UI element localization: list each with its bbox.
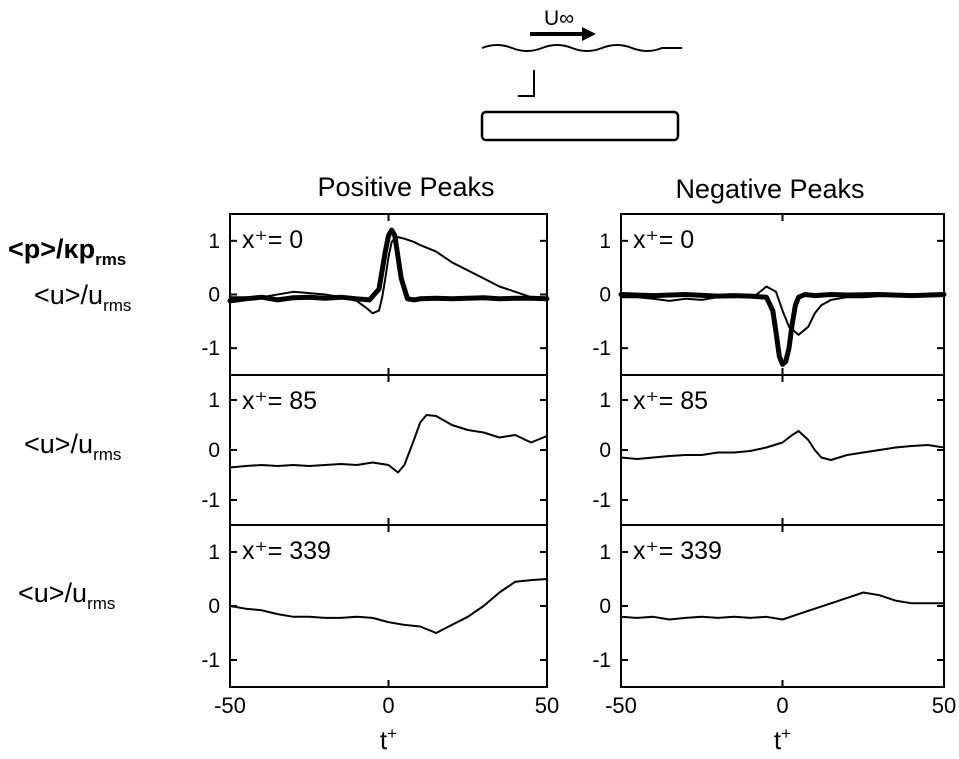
y-tick-label: -1 xyxy=(201,489,220,512)
probe-mark xyxy=(518,70,535,97)
panel-label: x⁺= 0 xyxy=(242,226,303,254)
panel-label: x⁺= 339 xyxy=(242,537,331,565)
ylabel-velocity-row1: <u>/urms xyxy=(24,429,121,464)
y-tick-label: 1 xyxy=(208,541,220,564)
y-tick-label: 1 xyxy=(599,541,611,564)
y-tick-label: 1 xyxy=(208,230,220,253)
series-line-thin xyxy=(229,414,548,474)
ylabel-velocity-row2: <u>/urms xyxy=(18,578,115,613)
panel-label: x⁺= 339 xyxy=(633,537,722,565)
x-tick-label: -50 xyxy=(214,693,246,718)
y-tick-label: 0 xyxy=(599,284,611,307)
y-tick-label: -1 xyxy=(592,337,611,360)
y-tick-label: 1 xyxy=(599,230,611,253)
y-tick-label: 0 xyxy=(208,284,220,307)
y-tick-label: 1 xyxy=(208,389,220,412)
series-line-thick xyxy=(618,292,947,367)
series-line-thick xyxy=(227,227,550,304)
y-tick-label: -1 xyxy=(201,649,220,672)
series-line-thin xyxy=(229,578,548,634)
flow-arrow-head xyxy=(582,27,596,41)
y-tick-label: 0 xyxy=(599,595,611,618)
y-tick-label: 0 xyxy=(599,439,611,462)
column-title-positive: Positive Peaks xyxy=(317,172,494,202)
y-tick-label: -1 xyxy=(201,337,220,360)
flow-label: U∞ xyxy=(544,7,574,30)
x-tick-label: 0 xyxy=(382,693,394,718)
panel-label: x⁺= 85 xyxy=(242,387,317,415)
strip-body xyxy=(480,110,680,142)
ylabel-velocity-row0: <u>/urms xyxy=(34,280,131,315)
series-line-thin xyxy=(620,430,945,461)
series-line-thin xyxy=(620,285,945,336)
x-tick-label: 50 xyxy=(932,693,956,718)
x-axis-label: t+ xyxy=(380,724,397,755)
series-line-thin xyxy=(620,591,945,621)
flow-schematic: U∞ xyxy=(480,7,682,142)
y-tick-label: -1 xyxy=(592,489,611,512)
y-tick-label: 1 xyxy=(599,389,611,412)
panel-label: x⁺= 85 xyxy=(633,387,708,415)
x-axis-label: t+ xyxy=(774,724,791,755)
y-tick-label: 0 xyxy=(208,595,220,618)
plot-panels: 1 0 -1 x⁺= 0 1 0 -1 x⁺= 85 1 0 -1 x⁺= 339 -50 0 50 t+ 1 0… xyxy=(201,213,956,755)
column-title-negative: Negative Peaks xyxy=(675,174,864,204)
y-tick-label: 0 xyxy=(208,439,220,462)
x-tick-label: -50 xyxy=(605,693,637,718)
x-tick-label: 0 xyxy=(776,693,788,718)
free-surface-line xyxy=(481,44,682,52)
y-tick-label: -1 xyxy=(592,649,611,672)
x-tick-label: 50 xyxy=(535,693,559,718)
ylabel-pressure: <p>/κprms xyxy=(8,234,126,269)
panel-label: x⁺= 0 xyxy=(633,226,694,254)
series-line-thin xyxy=(229,236,548,315)
